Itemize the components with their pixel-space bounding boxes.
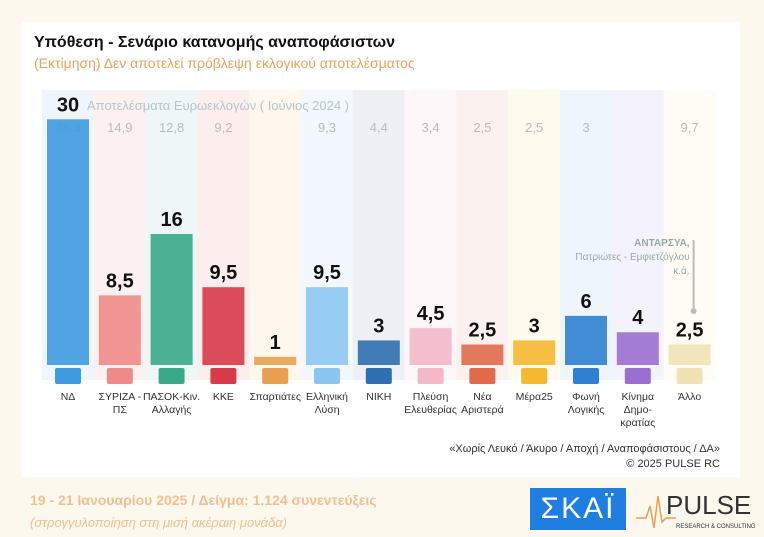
party-logo-icon <box>676 368 703 384</box>
bar <box>98 295 141 365</box>
footnote: «Χωρίς Λευκό / Άκυρο / Αποχή / Αναποφάσι… <box>449 442 720 472</box>
value-label: 9,5 <box>209 262 237 284</box>
exclusion-note: «Χωρίς Λευκό / Άκυρο / Αποχή / Αναποφάσι… <box>449 443 720 455</box>
reference-value: 12,8 <box>159 120 184 135</box>
category-label: ΣΥΡΙΖΑ - <box>98 391 141 403</box>
party-logo-icon <box>624 368 651 384</box>
annotation-text: κ.ά. <box>673 265 689 277</box>
column-strip <box>663 90 716 380</box>
column-strip <box>249 90 302 380</box>
column-strip <box>508 90 561 380</box>
bar <box>616 332 659 365</box>
survey-dates: 19 - 21 Ιανουαρίου 2025 / Δείγμα: 1.124 … <box>30 492 377 508</box>
copyright: © 2025 PULSE RC <box>626 458 720 470</box>
reference-value: 2,5 <box>525 120 543 135</box>
value-label: 1 <box>270 332 281 354</box>
value-label: 8,5 <box>106 270 134 292</box>
party-logo-icon <box>417 368 444 384</box>
value-label: 16 <box>160 209 182 231</box>
column-strip <box>456 90 509 380</box>
party-logo-icon <box>469 368 496 384</box>
category-label: Ελευθερίας <box>404 404 457 416</box>
annotation-text: ΑΝΤΑΡΣΥΑ, <box>634 238 690 249</box>
value-label: 2,5 <box>468 320 496 342</box>
reference-label: Αποτελέσματα Ευρωεκλογών ( Ιούνιος 2024 … <box>87 98 349 113</box>
value-label: 9,5 <box>313 262 341 284</box>
party-logo-icon <box>55 368 81 384</box>
category-label: Αλλαγής <box>152 404 192 416</box>
category-label: Σπαρτιάτες <box>249 391 300 403</box>
bar <box>409 328 452 365</box>
bar <box>254 356 297 365</box>
annotation-dot <box>690 308 697 314</box>
value-label: 6 <box>580 291 591 313</box>
value-label: 3 <box>373 315 384 337</box>
reference-value: 14,9 <box>107 120 132 135</box>
skai-logo: ΣΚΑΪ <box>530 488 626 530</box>
party-logo-icon <box>210 368 237 384</box>
bar <box>47 119 89 365</box>
bar-chart: Αποτελέσματα Ευρωεκλογών ( Ιούνιος 2024 … <box>42 90 716 429</box>
party-logo-icon <box>314 368 340 384</box>
category-label: Αριστερά <box>461 404 504 416</box>
bar <box>513 340 556 365</box>
category-label: Ελληνική <box>306 391 348 403</box>
category-label: Μέρα25 <box>516 391 553 403</box>
category-label: ΝΙΚΗ <box>366 391 391 403</box>
value-label: 30 <box>57 94 79 116</box>
category-label: ΚΚΕ <box>213 391 234 403</box>
category-label: Λογικής <box>568 404 605 416</box>
svg-text:RESEARCH & CONSULTING: RESEARCH & CONSULTING <box>676 524 756 530</box>
reference-value: 9,3 <box>318 120 336 135</box>
column-strip <box>611 90 664 380</box>
party-logo-icon <box>158 368 185 384</box>
reference-value: 3,4 <box>422 120 440 135</box>
bar <box>357 340 400 365</box>
reference-value: 9,2 <box>214 120 232 135</box>
category-label: Νέα <box>473 391 491 403</box>
svg-text:PULSE: PULSE <box>666 490 751 520</box>
reference-value: 9,7 <box>681 120 699 135</box>
value-label: 4,5 <box>417 303 445 325</box>
party-logo-icon <box>262 368 289 384</box>
value-label: 4 <box>632 307 644 329</box>
reference-value: 2,5 <box>473 120 491 135</box>
party-logo-icon <box>573 368 599 384</box>
column-strip <box>352 90 405 380</box>
bar <box>150 233 193 365</box>
chart-title: Υπόθεση - Σενάριο κατανομής αναποφάσιστω… <box>34 34 395 51</box>
category-label: Άλλο <box>678 391 701 403</box>
bar <box>461 344 504 365</box>
category-label: Πλεύση <box>413 391 449 403</box>
reference-value: 3 <box>582 120 589 135</box>
category-label: κρατίας <box>620 417 655 429</box>
category-label: ΝΔ <box>61 391 76 403</box>
pulse-logo: PULSE RESEARCH & CONSULTING <box>636 490 756 530</box>
bar <box>202 287 245 365</box>
bar <box>306 287 348 365</box>
value-label: 3 <box>529 315 540 337</box>
chart-subtitle: (Εκτίμηση) Δεν αποτελεί πρόβλεψη εκλογικ… <box>34 55 415 71</box>
annotation-text: Πατριώτες - Εμφιετζόγλου <box>575 251 689 263</box>
category-label: Φωνή <box>572 391 600 403</box>
category-label: Κίνημα <box>622 391 655 403</box>
category-label: ΠΣ <box>113 404 128 416</box>
value-label: 2,5 <box>676 320 704 342</box>
bar <box>668 344 711 365</box>
party-logo-icon <box>521 368 548 384</box>
rounding-note: (στρογγυλοποίηση στη μισή ακέραιη μονάδα… <box>30 515 288 530</box>
bar <box>565 315 607 365</box>
reference-value: 4,4 <box>370 120 388 135</box>
category-label: Δημο- <box>624 404 653 416</box>
party-logo-icon <box>365 368 392 384</box>
category-label: ΠΑΣΟΚ-Κιν. <box>143 391 200 403</box>
category-label: Λύση <box>314 404 339 416</box>
party-logo-icon <box>106 368 133 384</box>
